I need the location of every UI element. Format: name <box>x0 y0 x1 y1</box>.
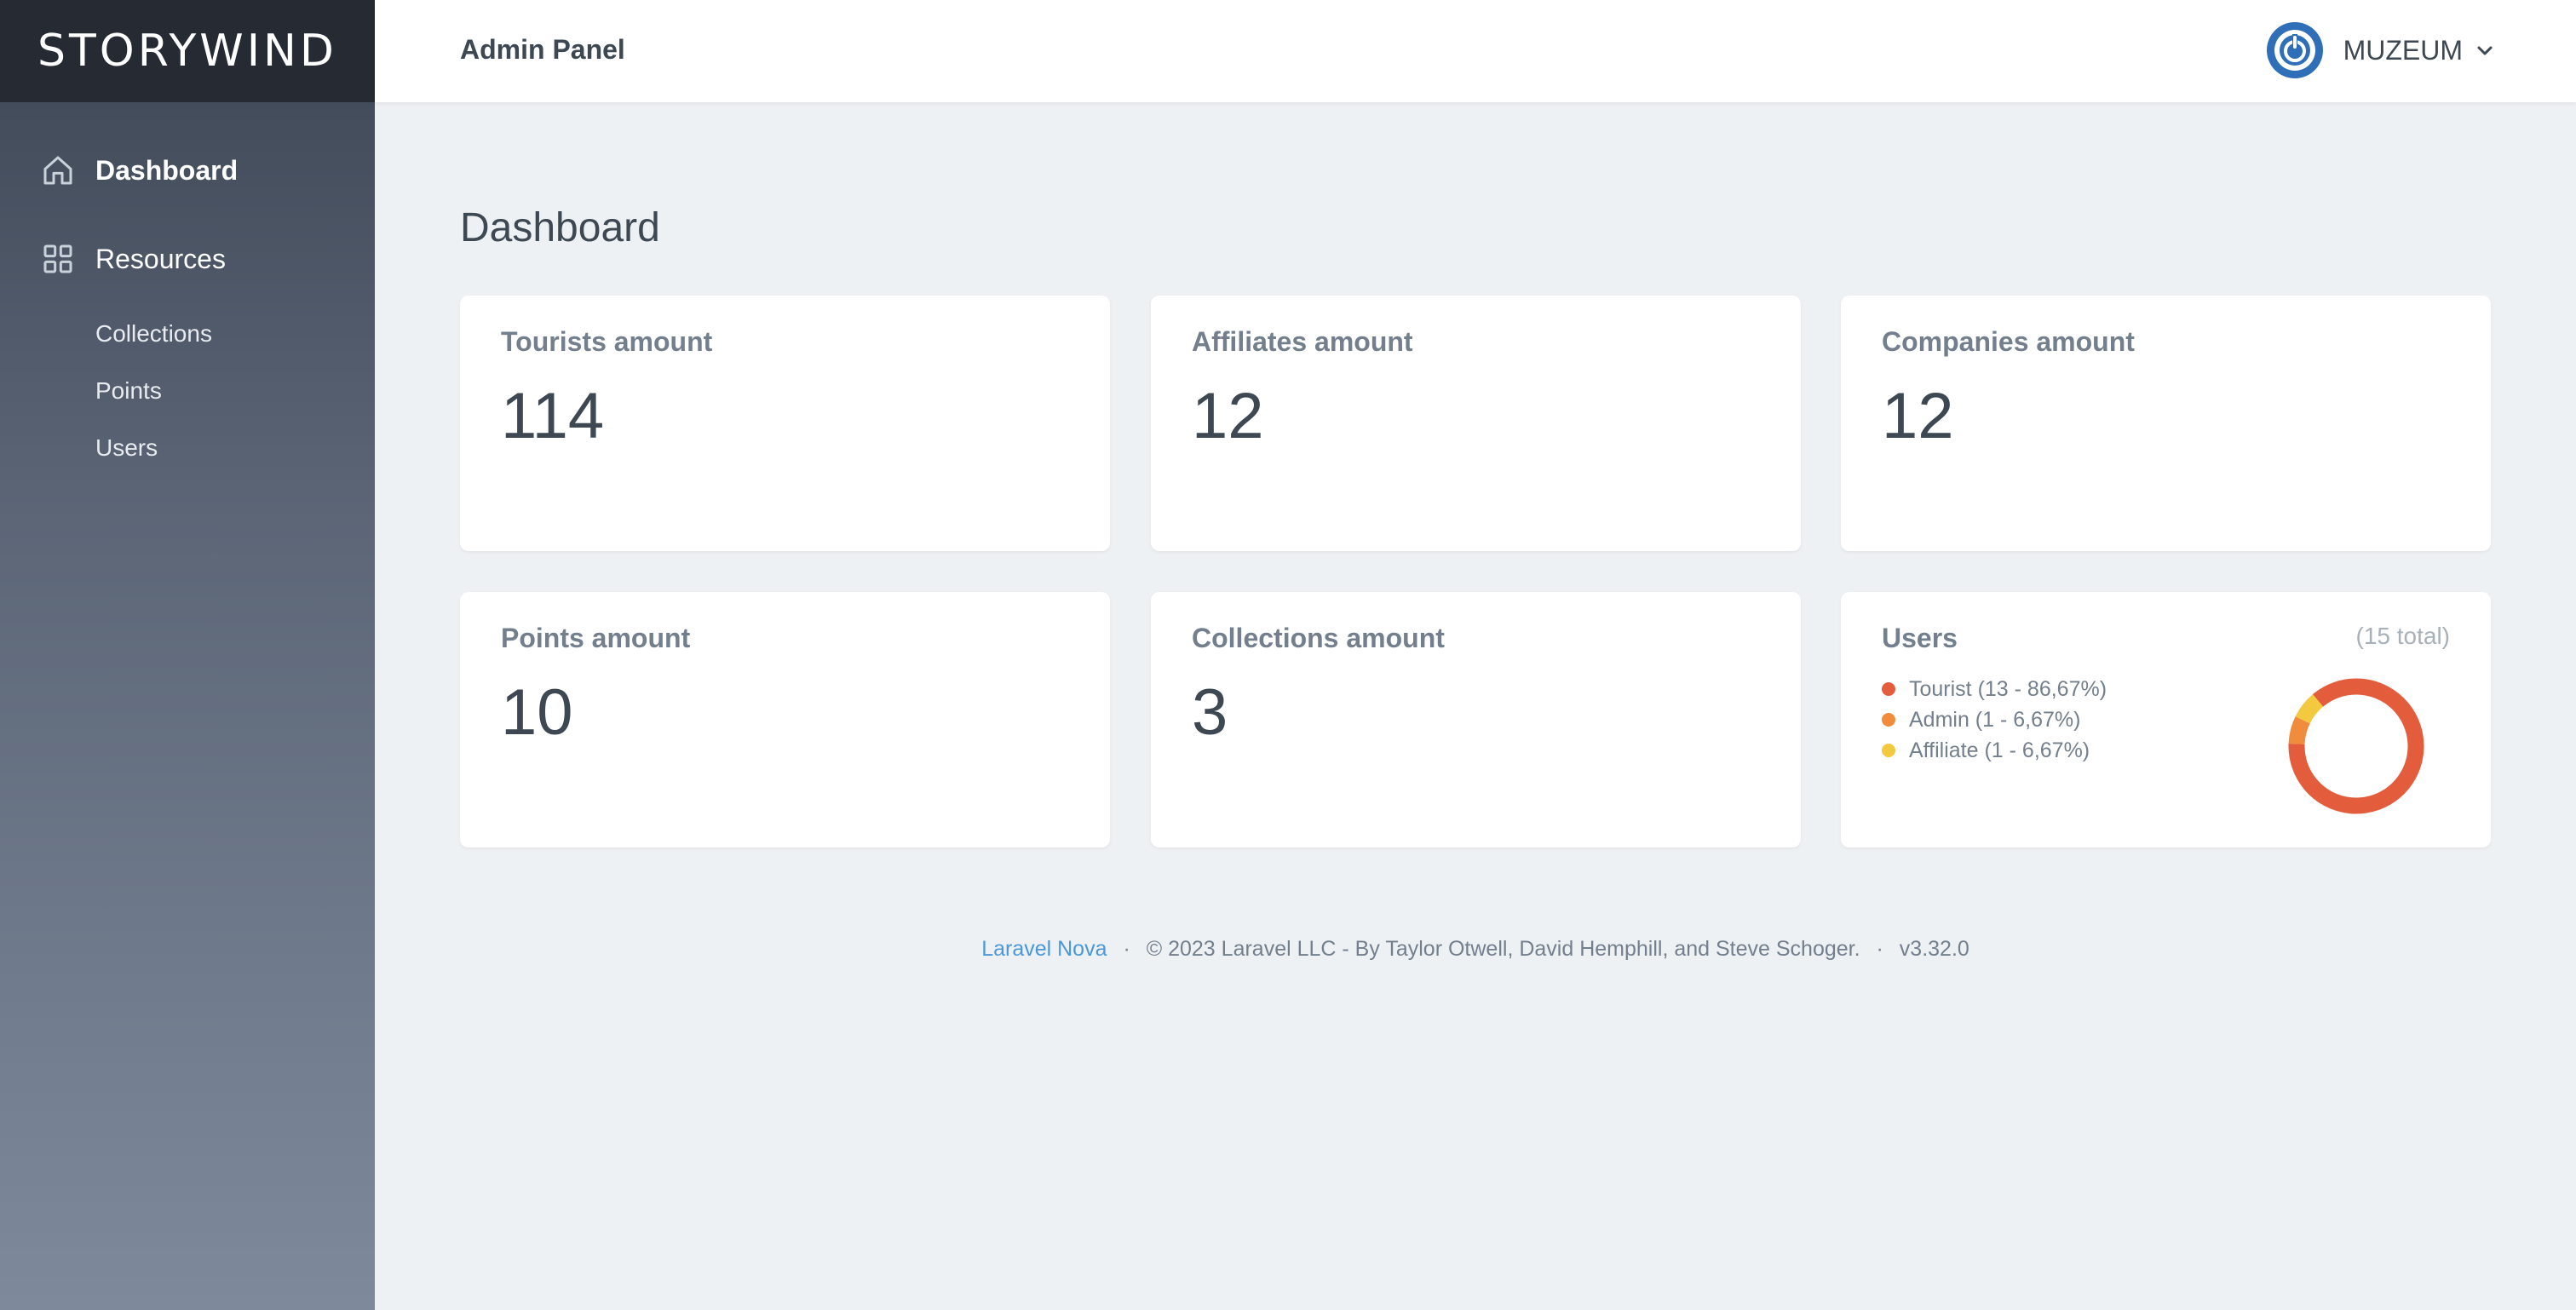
sidebar-item-users[interactable]: Users <box>95 434 158 461</box>
footer-separator: · <box>1123 937 1130 961</box>
footer-version: v3.32.0 <box>1899 937 1969 961</box>
grid-icon <box>43 244 72 273</box>
footer: Laravel Nova · © 2023 Laravel LLC - By T… <box>375 937 2576 962</box>
donut-slice-affiliate <box>2288 678 2424 814</box>
footer-link-laravel-nova[interactable]: Laravel Nova <box>981 937 1107 961</box>
avatar <box>2266 22 2323 78</box>
metric-card-affiliates: Affiliates amount 12 <box>1151 296 1801 551</box>
users-card-label: Users <box>1882 623 1958 653</box>
donut-slice-tourist <box>2288 678 2424 814</box>
chart-legend: Tourist (13 - 86,67%) Admin (1 - 6,67%) … <box>1882 674 2107 766</box>
users-donut-chart <box>2288 678 2424 814</box>
legend-dot <box>1882 682 1895 696</box>
user-name: MUZEUM <box>2343 34 2463 66</box>
brand-logo[interactable]: STORYWIND <box>0 0 375 102</box>
legend-item-affiliate: Affiliate (1 - 6,67%) <box>1882 735 2107 766</box>
metric-value: 10 <box>501 676 573 749</box>
metric-card-companies: Companies amount 12 <box>1841 296 2491 551</box>
legend-dot <box>1882 713 1895 727</box>
page-title: Dashboard <box>460 205 660 250</box>
user-menu[interactable]: MUZEUM <box>2266 20 2495 80</box>
legend-dot <box>1882 744 1895 757</box>
metric-card-points: Points amount 10 <box>460 592 1110 847</box>
metric-card-tourists: Tourists amount 114 <box>460 296 1110 551</box>
home-icon <box>43 156 72 185</box>
metric-value: 114 <box>501 380 605 452</box>
sidebar-item-label: Resources <box>95 243 226 274</box>
metric-label: Tourists amount <box>501 326 713 357</box>
legend-label: Admin (1 - 6,67%) <box>1909 707 2081 732</box>
sidebar-item-dashboard[interactable]: Dashboard <box>41 153 238 187</box>
legend-label: Affiliate (1 - 6,67%) <box>1909 738 2090 762</box>
header-title: Admin Panel <box>460 34 625 65</box>
sidebar: STORYWIND Dashboard Resources Collection… <box>0 0 375 1310</box>
metric-label: Collections amount <box>1192 623 1445 653</box>
sidebar-item-points[interactable]: Points <box>95 377 162 404</box>
metric-label: Affiliates amount <box>1192 326 1413 357</box>
legend-label: Tourist (13 - 86,67%) <box>1909 676 2107 701</box>
metric-label: Companies amount <box>1882 326 2135 357</box>
donut-slice-admin <box>2288 678 2424 814</box>
metric-value: 3 <box>1192 676 1228 749</box>
sidebar-item-collections[interactable]: Collections <box>95 320 212 347</box>
chevron-down-icon <box>2477 46 2493 55</box>
top-header: Admin Panel MUZEUM <box>375 0 2576 102</box>
legend-item-admin: Admin (1 - 6,67%) <box>1882 704 2107 735</box>
users-total: (15 total) <box>2355 623 2451 649</box>
metric-label: Points amount <box>501 623 691 653</box>
metric-value: 12 <box>1192 380 1264 452</box>
footer-separator: · <box>1876 937 1883 961</box>
footer-copyright: © 2023 Laravel LLC - By Taylor Otwell, D… <box>1146 937 1860 961</box>
sidebar-item-label: Dashboard <box>95 154 239 186</box>
sidebar-item-resources[interactable]: Resources <box>41 242 226 276</box>
legend-item-tourist: Tourist (13 - 86,67%) <box>1882 674 2107 704</box>
metric-value: 12 <box>1882 380 1954 452</box>
users-card: Users (15 total) Tourist (13 - 86,67%) A… <box>1841 592 2491 847</box>
metric-card-collections: Collections amount 3 <box>1151 592 1801 847</box>
